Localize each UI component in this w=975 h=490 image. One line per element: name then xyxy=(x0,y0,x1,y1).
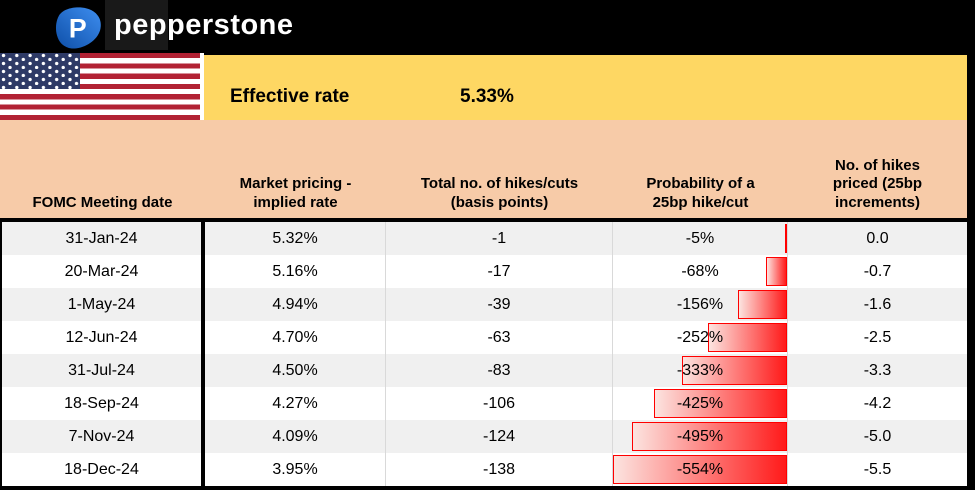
brand-bar-panel xyxy=(105,0,168,50)
effective-rate-value: 5.33% xyxy=(460,86,514,107)
cell-hikes-priced: -3.3 xyxy=(863,361,892,379)
cell-implied-rate: 4.09% xyxy=(205,420,386,453)
cell-implied-rate: 3.95% xyxy=(205,453,386,486)
cell-hikes-priced: -4.2 xyxy=(863,394,892,412)
probability-databar xyxy=(631,422,787,451)
cell-probability-value: -333% xyxy=(676,361,724,379)
cell-probability: -333% xyxy=(613,354,788,387)
effective-rate-banner: Effective rate 5.33% xyxy=(204,55,967,120)
us-flag-canton xyxy=(0,53,80,89)
cell-probability: -68% xyxy=(613,255,788,288)
probability-databar xyxy=(707,323,787,352)
cell-probability: -425% xyxy=(613,387,788,420)
cell-total-bp: -124 xyxy=(386,420,613,453)
cell-meeting-date: 31-Jan-24 xyxy=(2,222,205,255)
cell-probability: -5% xyxy=(613,222,788,255)
table-row: 31-Jan-24 5.32% -1 -5% 0.0 xyxy=(2,222,967,255)
cell-hikes-priced: -0.7 xyxy=(863,262,892,280)
svg-text:P: P xyxy=(69,14,87,44)
table-header: FOMC Meeting date Market pricing - impli… xyxy=(0,120,967,218)
cell-meeting-date: 20-Mar-24 xyxy=(2,255,205,288)
cell-probability-value: -425% xyxy=(676,394,724,412)
brand-wordmark: pepperstone xyxy=(114,9,294,41)
cell-implied-rate: 5.32% xyxy=(205,222,386,255)
cell-total-bp: -63 xyxy=(386,321,613,354)
table-row: 18-Dec-24 3.95% -138 -554% -5.5 xyxy=(2,453,967,486)
brand-bar: P pepperstone xyxy=(0,0,975,55)
cell-total-bp: -1 xyxy=(386,222,613,255)
cell-total-bp: -83 xyxy=(386,354,613,387)
cell-total-bp: -17 xyxy=(386,255,613,288)
cell-implied-rate: 5.16% xyxy=(205,255,386,288)
table-row: 12-Jun-24 4.70% -63 -252% -2.5 xyxy=(2,321,967,354)
probability-databar xyxy=(653,389,787,418)
cell-meeting-date: 18-Dec-24 xyxy=(2,453,205,486)
cell-probability-value: -5% xyxy=(685,229,715,247)
cell-hikes-priced: 0.0 xyxy=(866,229,889,247)
table-row: 31-Jul-24 4.50% -83 -333% -3.3 xyxy=(2,354,967,387)
probability-databar xyxy=(682,356,787,385)
table-row: 7-Nov-24 4.09% -124 -495% -5.0 xyxy=(2,420,967,453)
cell-meeting-date: 18-Sep-24 xyxy=(2,387,205,420)
cell-probability-value: -156% xyxy=(676,295,724,313)
cell-total-bp: -138 xyxy=(386,453,613,486)
cell-meeting-date: 31-Jul-24 xyxy=(2,354,205,387)
cell-probability-value: -554% xyxy=(676,460,724,478)
cell-meeting-date: 1-May-24 xyxy=(2,288,205,321)
right-border xyxy=(967,0,975,490)
cell-implied-rate: 4.70% xyxy=(205,321,386,354)
cell-probability: -156% xyxy=(613,288,788,321)
probability-databar xyxy=(738,290,787,319)
table-body: 31-Jan-24 5.32% -1 -5% 0.0 20-Mar-24 5.1… xyxy=(0,218,967,490)
effective-rate-label: Effective rate xyxy=(230,86,350,107)
cell-implied-rate: 4.50% xyxy=(205,354,386,387)
header-total-bp: Total no. of hikes/cuts (basis points) xyxy=(420,175,579,211)
cell-implied-rate: 4.94% xyxy=(205,288,386,321)
probability-databar xyxy=(785,224,787,253)
cell-hikes-priced: -5.5 xyxy=(863,460,892,478)
header-probability: Probability of a 25bp hike/cut xyxy=(646,175,755,211)
header-meeting-date: FOMC Meeting date xyxy=(32,193,173,211)
cell-implied-rate: 4.27% xyxy=(205,387,386,420)
cell-probability-value: -495% xyxy=(676,427,724,445)
table-row: 1-May-24 4.94% -39 -156% -1.6 xyxy=(2,288,967,321)
cell-total-bp: -106 xyxy=(386,387,613,420)
cell-hikes-priced: -5.0 xyxy=(863,427,892,445)
pepperstone-p-icon: P xyxy=(55,7,101,49)
header-hikes-priced: No. of hikes priced (25bp increments) xyxy=(832,157,923,211)
cell-meeting-date: 7-Nov-24 xyxy=(2,420,205,453)
probability-databar xyxy=(613,455,787,484)
table-row: 20-Mar-24 5.16% -17 -68% -0.7 xyxy=(2,255,967,288)
cell-hikes-priced: -1.6 xyxy=(863,295,892,313)
cell-probability: -252% xyxy=(613,321,788,354)
us-flag xyxy=(0,53,204,120)
cell-probability: -554% xyxy=(613,453,788,486)
cell-meeting-date: 12-Jun-24 xyxy=(2,321,205,354)
cell-probability-value: -252% xyxy=(676,328,724,346)
cell-total-bp: -39 xyxy=(386,288,613,321)
cell-probability-value: -68% xyxy=(681,262,719,280)
cell-probability: -495% xyxy=(613,420,788,453)
probability-databar xyxy=(765,257,787,286)
header-implied-rate: Market pricing - implied rate xyxy=(239,175,352,211)
table-row: 18-Sep-24 4.27% -106 -425% -4.2 xyxy=(2,387,967,420)
cell-hikes-priced: -2.5 xyxy=(863,328,892,346)
